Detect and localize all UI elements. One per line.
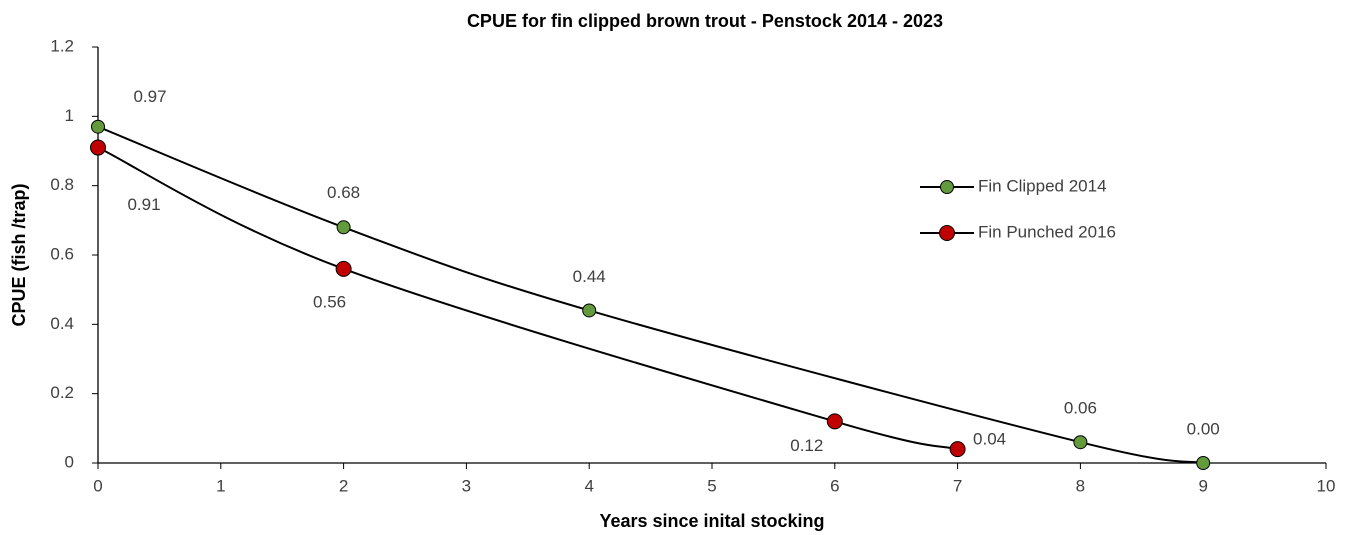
- x-tick-label: 10: [1317, 476, 1336, 495]
- x-tick-label: 2: [339, 476, 348, 495]
- data-point: [582, 303, 597, 318]
- y-tick-label: 1.2: [50, 36, 74, 55]
- legend-label: Fin Punched 2016: [978, 222, 1116, 241]
- x-tick-label: 1: [216, 476, 225, 495]
- data-point: [826, 413, 843, 430]
- x-tick-label: 9: [1198, 476, 1207, 495]
- x-tick-label: 7: [953, 476, 962, 495]
- x-tick-label: 3: [462, 476, 471, 495]
- data-point: [1073, 435, 1088, 450]
- data-label: 0.91: [127, 195, 160, 214]
- series-line: [97, 146, 958, 451]
- data-label: 0.00: [1187, 419, 1220, 438]
- data-point: [91, 119, 105, 134]
- chart-title: CPUE for fin clipped brown trout - Penst…: [467, 11, 943, 31]
- x-tick-label: 4: [584, 476, 593, 495]
- y-tick-label: 0.8: [50, 175, 74, 194]
- data-point: [90, 139, 106, 156]
- data-label: 0.44: [573, 267, 606, 286]
- legend-marker: [940, 180, 954, 194]
- y-tick-label: 0.6: [50, 244, 74, 263]
- data-label: 0.12: [790, 436, 823, 455]
- x-tick-label: 5: [707, 476, 716, 495]
- y-tick-label: 1: [65, 106, 74, 125]
- y-tick-label: 0: [65, 452, 74, 471]
- x-tick-label: 6: [830, 476, 839, 495]
- x-axis-title: Years since inital stocking: [599, 511, 824, 531]
- data-label: 0.06: [1064, 399, 1097, 418]
- data-label: 0.04: [973, 430, 1006, 449]
- x-tick-label: 8: [1076, 476, 1085, 495]
- data-point: [949, 441, 966, 458]
- data-label: 0.56: [313, 292, 346, 311]
- data-point: [336, 220, 351, 235]
- data-label: 0.68: [327, 183, 360, 202]
- x-tick-label: 0: [93, 476, 102, 495]
- data-label: 0.97: [133, 87, 166, 106]
- legend-label: Fin Clipped 2014: [978, 176, 1107, 195]
- y-axis-title: CPUE (fish /trap): [9, 183, 29, 326]
- y-tick-label: 0.2: [50, 383, 74, 402]
- data-point: [335, 260, 352, 277]
- legend-marker: [939, 225, 955, 241]
- data-point: [1196, 456, 1211, 470]
- y-tick-label: 0.4: [50, 314, 74, 333]
